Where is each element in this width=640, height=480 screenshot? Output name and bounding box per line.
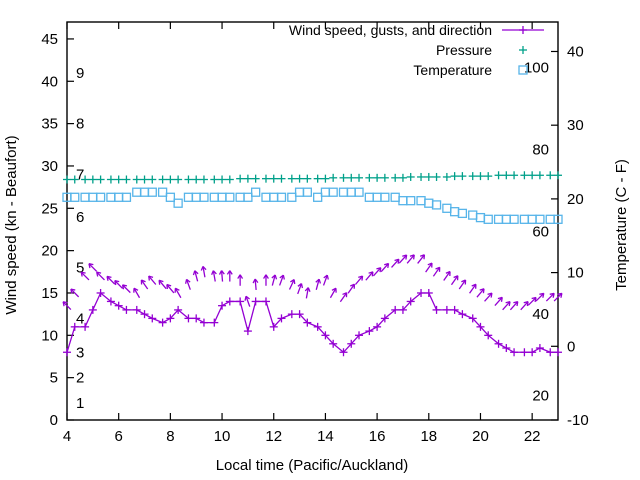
fahrenheit-label: 40 (532, 306, 549, 323)
data-series (62, 171, 563, 357)
y2-tick-label: 30 (567, 117, 584, 134)
beaufort-label: 3 (76, 344, 84, 361)
series-gusts (62, 254, 563, 311)
y-tick-label: 15 (41, 285, 58, 302)
y2-tick-label: 10 (567, 265, 584, 282)
y-tick-label: 20 (41, 243, 58, 260)
y-tick-label: 30 (41, 158, 58, 175)
x-tick-label: 20 (472, 428, 489, 445)
beaufort-label: 5 (76, 260, 84, 277)
legend-label: Wind speed, gusts, and direction (289, 22, 492, 38)
fahrenheit-scale-labels: 20 40 60 80 100 (524, 60, 549, 405)
beaufort-label: 2 (76, 370, 84, 387)
x-axis-title: Local time (Pacific/Auckland) (216, 457, 409, 474)
beaufort-label: 7 (76, 166, 84, 183)
y2-tick-label: -10 (567, 412, 589, 429)
legend-label: Temperature (413, 62, 492, 78)
y-tick-label: 45 (41, 31, 58, 48)
x-tick-label: 18 (420, 428, 437, 445)
x-tick-label: 8 (166, 428, 174, 445)
fahrenheit-label: 20 (532, 388, 549, 405)
x-tick-label: 4 (63, 428, 71, 445)
beaufort-label: 8 (76, 116, 84, 133)
y2-axis-title: Temperature (C - F) (613, 159, 630, 291)
beaufort-label: 9 (76, 65, 84, 82)
y-tick-label: 5 (50, 370, 58, 387)
beaufort-label: 4 (76, 310, 84, 327)
y-tick-label: 35 (41, 116, 58, 133)
series-temperature (62, 187, 563, 224)
x-tick-label: 14 (317, 428, 334, 445)
series-wind-speed-gusts-and-direction (63, 288, 562, 357)
fahrenheit-label: 80 (532, 142, 549, 159)
y2-tick-label: 20 (567, 191, 584, 208)
x-tick-label: 22 (524, 428, 541, 445)
x-tick-label: 10 (214, 428, 231, 445)
y-tick-label: 10 (41, 327, 58, 344)
series-pressure (63, 171, 562, 184)
y2-tick-label: 0 (567, 338, 575, 355)
y-axis-title: Wind speed (kn - Beaufort) (3, 135, 20, 314)
x-tick-label: 12 (265, 428, 282, 445)
fahrenheit-label: 100 (524, 60, 549, 77)
y2-tick-label: 40 (567, 43, 584, 60)
y-tick-label: 40 (41, 73, 58, 90)
left-axis: 0 5 10 15 20 25 30 35 40 45 (41, 31, 74, 429)
fahrenheit-label: 60 (532, 223, 549, 240)
beaufort-scale-labels: 1 2 3 4 5 6 7 8 9 (76, 65, 84, 412)
beaufort-label: 1 (76, 395, 84, 412)
right-axis: -10 0 10 20 30 40 (551, 43, 589, 429)
x-tick-label: 16 (369, 428, 386, 445)
legend-label: Pressure (436, 42, 492, 58)
beaufort-label: 6 (76, 209, 84, 226)
chart-legend: Wind speed, gusts, and direction Pressure… (289, 22, 544, 78)
plot-frame (66, 21, 559, 421)
x-axis: 4 6 8 10 12 14 16 18 20 22 (63, 22, 541, 445)
y-tick-label: 0 (50, 412, 58, 429)
x-tick-label: 6 (115, 428, 123, 445)
y-tick-label: 25 (41, 200, 58, 217)
